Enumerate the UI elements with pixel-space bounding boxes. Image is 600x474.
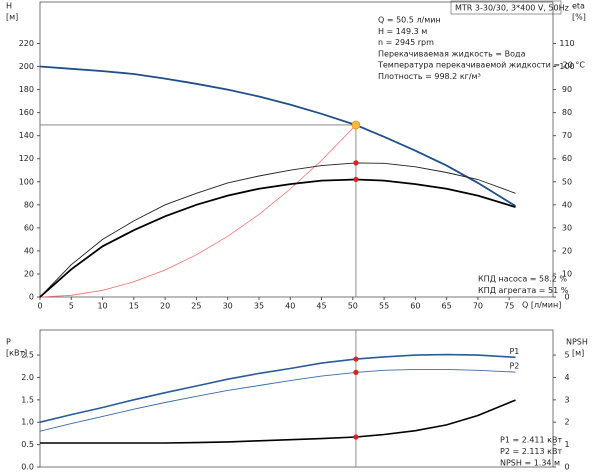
y2-unit: [м] [572,349,584,358]
x-tick-label: 20 [160,302,170,311]
curve [39,65,516,207]
y2-label: eta [572,2,585,11]
x-tick-label: 75 [504,302,514,311]
curve [39,124,357,298]
y2-tick-label: 60 [562,154,572,163]
y2-tick-label: 4 [564,373,569,382]
x-tick-label: 35 [254,302,264,311]
y-tick-label: 100 [19,177,34,186]
y2-tick-label: 20 [562,246,572,255]
y-tick-label: 180 [19,85,34,94]
info-text: Перекачиваемая жидкость = Вода [378,49,526,58]
operating-marker [353,369,359,375]
x-tick-label: 10 [97,302,107,311]
y-tick-label: 200 [19,62,34,71]
curve-label: P2 [509,362,519,371]
result-text: NPSH = 1.34 м [500,459,560,468]
header: MTR 3-30/30, 3*400 V, 50Hz [455,4,569,13]
plot-frame [39,329,554,468]
x-tick-label: 25 [191,302,201,311]
y-tick-label: 80 [24,200,34,209]
y2-tick-label: 2 [564,418,569,427]
x-tick-label: 65 [442,302,452,311]
plot-frame [39,1,554,298]
y2-tick-label: 0 [564,293,569,302]
y-label: P [6,338,11,347]
y-tick-label: 2.0 [21,373,34,382]
y2-tick-label: 90 [562,85,572,94]
y2-tick-label: 70 [562,131,572,140]
y-tick-label: 120 [19,154,34,163]
y-tick-label: 140 [19,131,34,140]
x-tick-label: 60 [410,302,420,311]
y-tick-label: 0 [29,293,34,302]
curve [39,353,516,423]
y-unit: [м] [6,13,18,22]
operating-marker [353,434,359,440]
x-tick-label: 0 [37,302,42,311]
y-tick-label: 1.0 [21,418,34,427]
y2-tick-label: 0 [564,463,569,472]
y-tick-label: 2.5 [21,351,34,360]
curve [39,162,516,298]
y2-tick-label: 50 [562,177,572,186]
info-text: H = 149.3 м [378,27,427,36]
y-tick-label: 20 [24,269,34,278]
y2-tick-label: 110 [559,39,574,48]
y-tick-label: 60 [24,223,34,232]
y2-unit: [%] [572,13,586,22]
y-tick-label: 1.5 [21,395,34,404]
y2-tick-label: 1 [564,440,569,449]
info-text: Q = 50.5 л/мин [378,16,441,25]
operating-marker [353,160,359,166]
x-tick-label: 15 [129,302,139,311]
operating-marker [353,356,359,362]
result-text: P2 = 2.113 кВт [500,447,562,456]
y2-tick-label: 40 [562,200,572,209]
y2-tick-label: 10 [562,269,572,278]
operating-point [351,120,361,130]
header-box [450,0,562,15]
y-tick-label: 160 [19,108,34,117]
y2-tick-label: 100 [559,62,574,71]
x-tick-label: 70 [473,302,483,311]
y2-label: NPSH [566,338,588,347]
operating-marker [353,176,359,183]
y-label: H [6,2,12,11]
x-tick-label: 50 [348,302,358,311]
result-text: КПД насоса = 58.2 % [478,275,567,284]
info-text: n = 2945 rpm [378,38,434,47]
result-text: КПД агрегата = 51 % [478,286,569,295]
result-text: P1 = 2.411 кВт [500,436,562,445]
y2-tick-label: 80 [562,108,572,117]
info-text: Температура перекачиваемой жидкости = 20… [377,61,585,70]
curve-label: P1 [509,347,519,356]
x-tick-label: 40 [285,302,295,311]
x-tick-label: 55 [379,302,389,311]
y-tick-label: 0.0 [21,463,34,472]
curve [39,368,516,432]
x-tick-label: 45 [316,302,326,311]
y2-tick-label: 3 [564,395,569,404]
info-text: Плотность = 998.2 кг/м³ [378,72,481,81]
x-label: Q [л/мин] [522,301,561,310]
y2-tick-label: 5 [564,351,569,360]
curve [40,399,516,444]
curve [39,178,516,298]
x-tick-label: 5 [69,302,74,311]
x-tick-label: 30 [223,302,233,311]
y2-tick-label: 30 [562,223,572,232]
y-tick-label: 40 [24,246,34,255]
y-tick-label: 0.5 [21,440,34,449]
y-unit: [кВт] [6,349,27,358]
y-tick-label: 220 [19,39,34,48]
